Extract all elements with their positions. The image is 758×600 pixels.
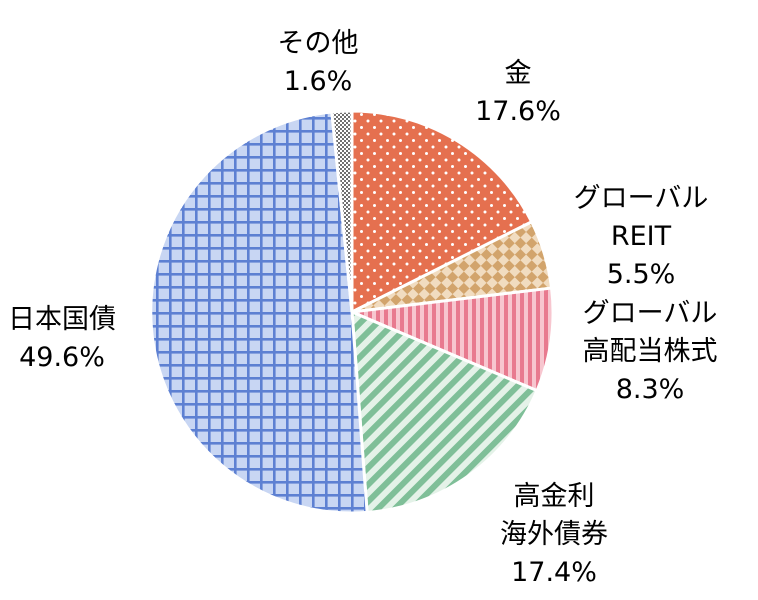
slice-jgb (149, 110, 369, 515)
slice-value-gold: 17.6% (475, 96, 561, 127)
slice-label-global-high-dividend-line2: 高配当株式 (583, 336, 718, 367)
slice-label-high-yield-line1: 高金利 (514, 481, 595, 512)
label-gold: 金 17.6% (475, 58, 561, 127)
slice-gold (350, 109, 534, 314)
label-global-reit: グローバル REIT 5.5% (574, 183, 709, 290)
slice-label-jgb: 日本国債 (8, 304, 116, 335)
slice-global-high-dividend (350, 286, 555, 393)
slice-value-high-yield: 17.4% (511, 557, 597, 588)
slice-label-global-reit-line2: REIT (611, 221, 672, 252)
slice-label-other: その他 (278, 28, 359, 59)
slice-label-high-yield-line2: 海外債券 (500, 519, 608, 550)
slice-value-jgb: 49.6% (19, 342, 105, 373)
slice-value-global-high-dividend: 8.3% (616, 374, 685, 405)
slice-label-global-reit-line1: グローバル (574, 183, 709, 214)
slice-value-global-reit: 5.5% (607, 259, 676, 290)
label-other: その他 1.6% (278, 28, 359, 97)
slice-high-yield-foreign-bond (350, 310, 539, 514)
pie-slices (149, 109, 555, 515)
slice-label-gold: 金 (505, 58, 532, 89)
label-global-high-dividend: グローバル 高配当株式 8.3% (583, 298, 718, 405)
slice-other (330, 109, 354, 314)
slice-value-other: 1.6% (284, 66, 353, 97)
label-jgb: 日本国債 49.6% (8, 304, 116, 373)
slice-label-global-high-dividend-line1: グローバル (583, 298, 718, 329)
label-high-yield-foreign-bond: 高金利 海外債券 17.4% (500, 481, 608, 588)
